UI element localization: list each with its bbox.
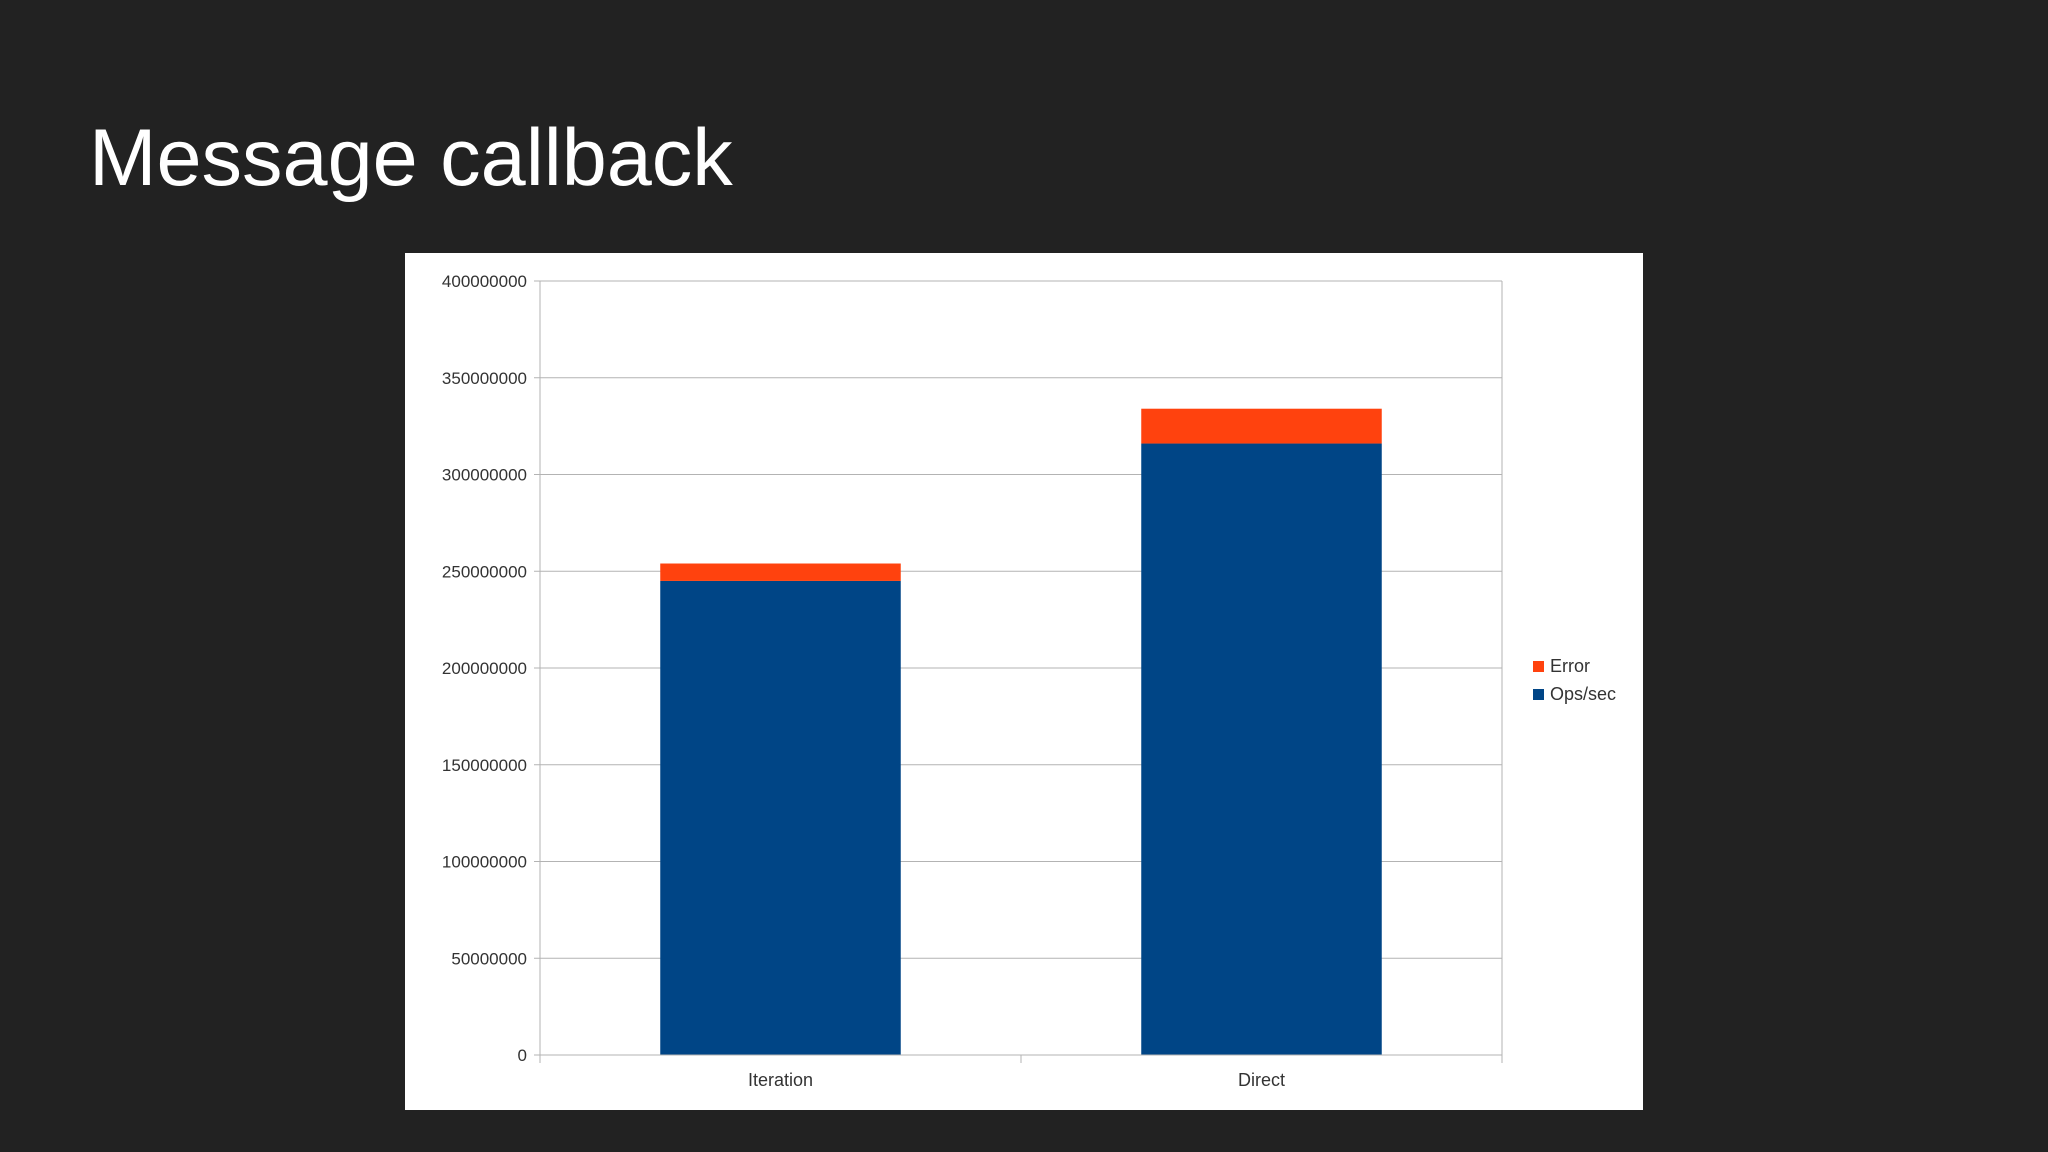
bar-error-iteration bbox=[660, 563, 901, 581]
legend: Error Ops/sec bbox=[1533, 656, 1616, 704]
x-tick-label: Direct bbox=[1238, 1070, 1285, 1090]
y-tick-label: 50000000 bbox=[451, 949, 527, 968]
legend-swatch bbox=[1533, 689, 1544, 700]
bars bbox=[660, 408, 1382, 1055]
y-tick-label: 100000000 bbox=[442, 853, 527, 872]
slide-title: Message callback bbox=[89, 113, 733, 203]
axes bbox=[534, 280, 1503, 1063]
legend-label: Ops/sec bbox=[1550, 684, 1616, 704]
bar-ops-sec-direct bbox=[1141, 443, 1382, 1055]
bar-ops-sec-iteration bbox=[660, 580, 901, 1055]
y-tick-labels: 0 50000000 100000000 150000000 200000000 2500… bbox=[442, 272, 527, 1065]
y-tick-label: 150000000 bbox=[442, 756, 527, 775]
chart-panel: 0 50000000 100000000 150000000 200000000 2500… bbox=[405, 253, 1643, 1110]
y-tick-label: 250000000 bbox=[442, 562, 527, 581]
bar-error-direct bbox=[1141, 408, 1382, 444]
stacked-bar-chart: 0 50000000 100000000 150000000 200000000 2500… bbox=[442, 272, 1616, 1090]
x-tick-label: Iteration bbox=[748, 1070, 813, 1090]
x-tick-labels: Iteration Direct bbox=[748, 1070, 1285, 1090]
legend-swatch bbox=[1533, 661, 1544, 672]
legend-label: Error bbox=[1550, 656, 1590, 676]
y-tick-label: 400000000 bbox=[442, 272, 527, 291]
y-tick-label: 350000000 bbox=[442, 369, 527, 388]
y-tick-label: 0 bbox=[518, 1046, 527, 1065]
y-tick-label: 200000000 bbox=[442, 659, 527, 678]
y-tick-label: 300000000 bbox=[442, 466, 527, 485]
